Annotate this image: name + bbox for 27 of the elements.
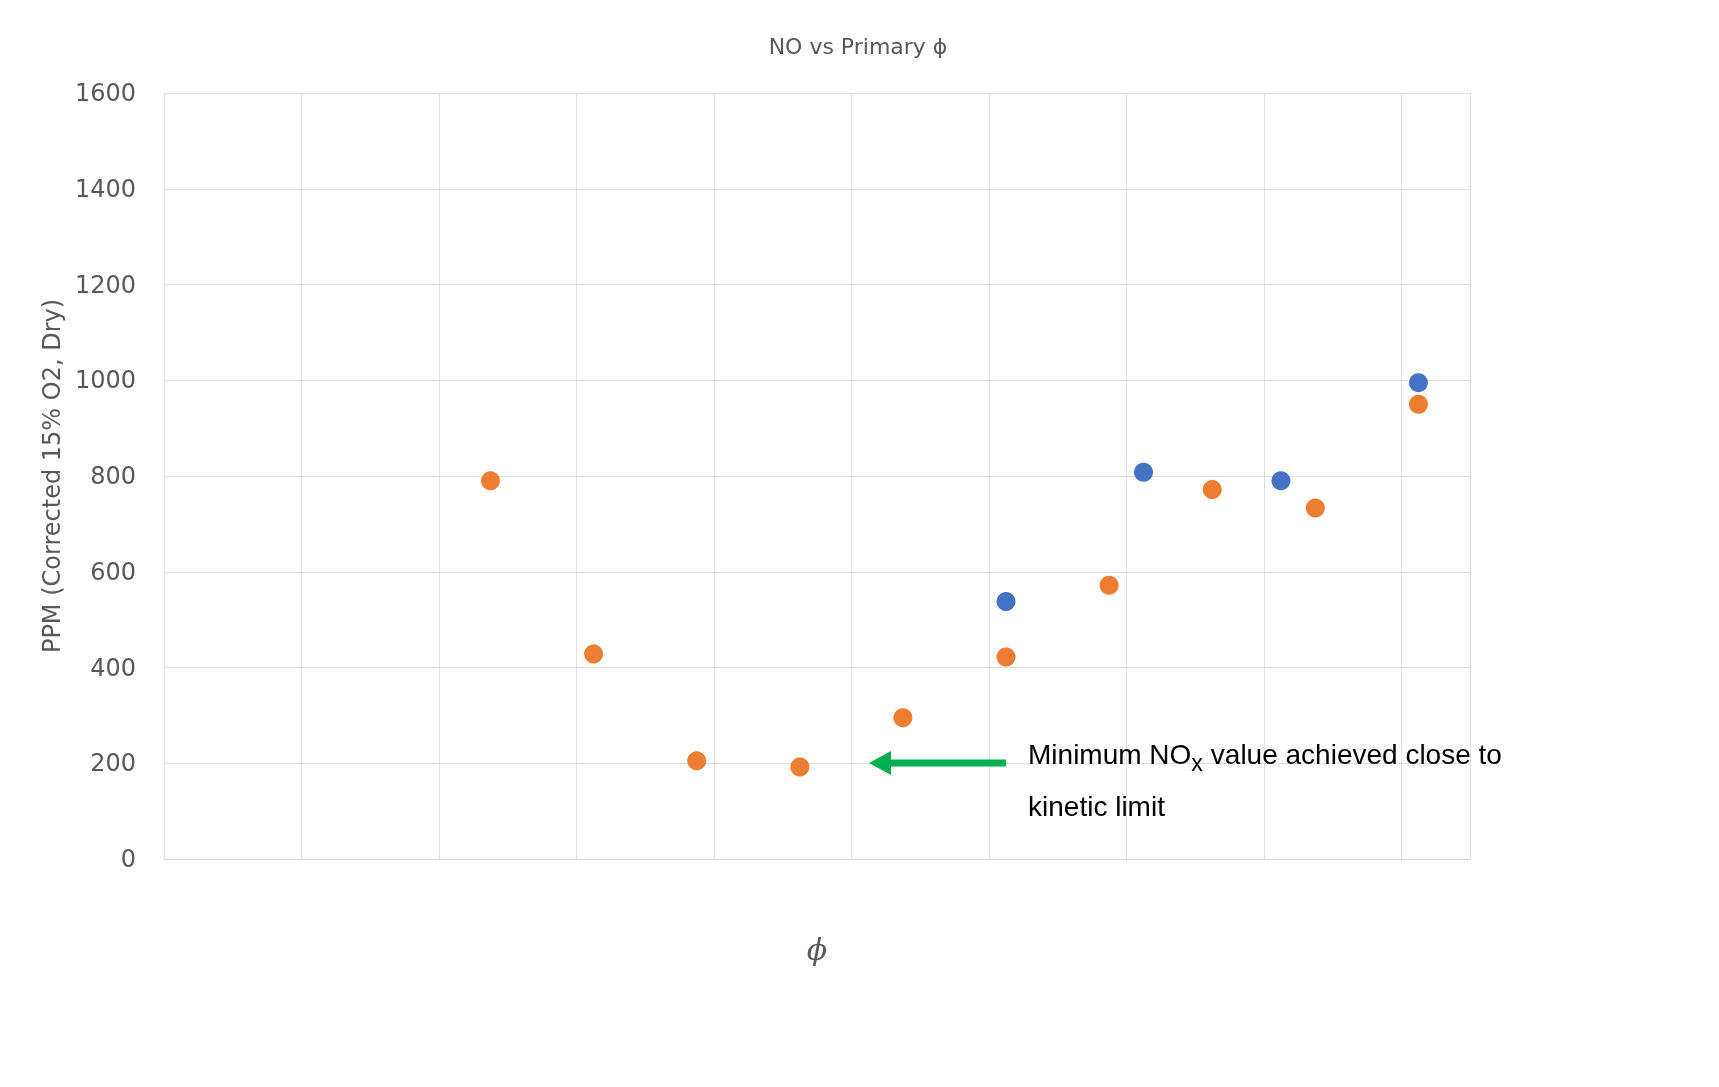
y-tick-label: 800	[90, 462, 136, 490]
point	[1305, 498, 1325, 518]
point	[790, 757, 810, 777]
point	[1099, 575, 1119, 595]
point	[687, 751, 707, 771]
point	[481, 471, 500, 491]
y-tick-label: 200	[90, 749, 136, 778]
point	[893, 708, 913, 728]
text: Minimum NO$_{x}$ value achieved close to kinetic limit	[1028, 739, 1502, 822]
point	[996, 647, 1016, 667]
point	[996, 591, 1016, 611]
x-axis-title: ϕ	[806, 931, 828, 967]
y-tick-label: 1200	[74, 270, 136, 299]
y-tick-label: 1400	[74, 174, 136, 203]
y-tick-label: 600	[90, 557, 136, 586]
point	[1134, 462, 1153, 482]
point	[1408, 373, 1428, 393]
point	[1202, 479, 1222, 499]
y-tick-label: 0	[120, 845, 136, 873]
y-tick-label: 400	[90, 653, 136, 682]
y-tick-label: 1600	[74, 79, 136, 107]
y-tick-label: 1000	[74, 366, 136, 395]
point	[1271, 471, 1291, 491]
chart-title: NO vs Primary ϕ	[768, 33, 948, 59]
point	[584, 644, 604, 664]
point	[1408, 394, 1428, 414]
y-axis-title: PPM (Corrected 15% O2, Dry)	[38, 298, 67, 654]
